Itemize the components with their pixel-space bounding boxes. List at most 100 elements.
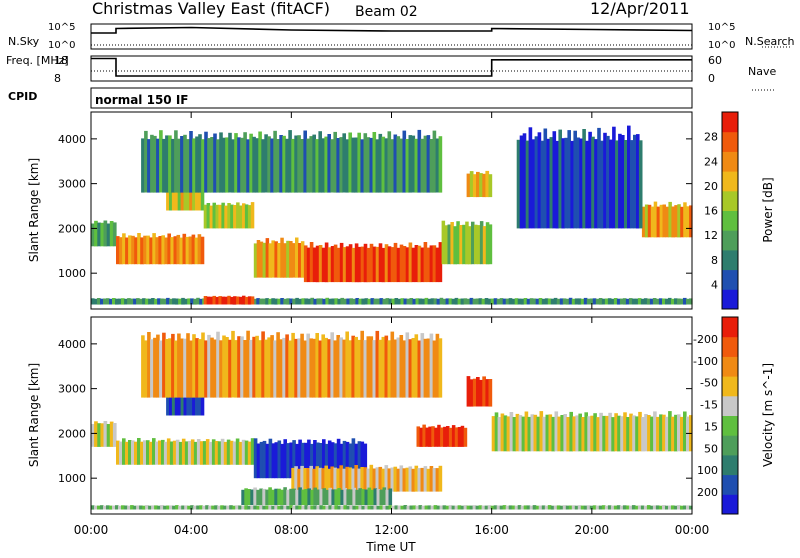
echo-cell <box>555 140 560 229</box>
echo-cell <box>355 489 359 505</box>
echo-cell <box>100 298 104 305</box>
echo-cell <box>490 298 495 305</box>
echo-cell <box>623 412 627 452</box>
echo-cell <box>343 505 347 510</box>
echo-cell <box>680 416 684 452</box>
echo-cell <box>247 441 252 465</box>
echo-cell <box>190 505 194 510</box>
echo-cell <box>253 487 257 506</box>
echo-cell <box>373 298 378 305</box>
echo-cell <box>164 237 168 265</box>
echo-cell <box>366 247 371 283</box>
echo-cell <box>256 505 260 510</box>
echo-cell <box>471 221 475 265</box>
echo-cell <box>216 331 220 398</box>
colorbar-tick-label: 12 <box>704 229 718 242</box>
echo-cell <box>183 191 187 211</box>
echo-cell <box>238 441 243 465</box>
echo-cell <box>227 203 231 229</box>
echo-cell <box>622 505 627 510</box>
echo-cell <box>106 298 110 305</box>
echo-cell <box>327 339 331 398</box>
echo-cell <box>201 139 205 193</box>
echo-cell <box>244 296 249 305</box>
echo-cell <box>106 223 111 247</box>
echo-cell <box>370 505 375 510</box>
echo-cell <box>249 133 253 193</box>
echo-cell <box>616 505 621 510</box>
echo-cell <box>236 202 240 229</box>
echo-cell <box>390 139 395 193</box>
echo-cell <box>217 441 222 465</box>
echo-cell <box>348 467 352 492</box>
echo-cell <box>378 243 383 283</box>
echo-cell <box>482 173 486 198</box>
echo-cell <box>627 125 631 229</box>
echo-cell <box>197 191 202 211</box>
echo-cell <box>333 131 337 193</box>
echo-cell <box>259 488 263 506</box>
colorbar-swatch <box>722 317 738 338</box>
echo-cell <box>349 489 353 506</box>
echo-cell <box>106 505 110 510</box>
echo-cell <box>445 298 450 305</box>
echo-cell <box>382 298 387 305</box>
echo-cell <box>511 505 516 510</box>
echo-cell <box>262 488 266 506</box>
echo-cell <box>586 505 591 510</box>
echo-cell <box>349 298 353 305</box>
echo-cell <box>426 468 431 492</box>
echo-cell <box>543 128 548 229</box>
echo-cell <box>393 134 398 193</box>
echo-cell <box>319 505 323 510</box>
echo-cell <box>166 297 170 305</box>
echo-cell <box>324 136 328 193</box>
echo-cell <box>271 240 275 278</box>
velocity-ylabel: Slant Range [km] <box>27 363 41 467</box>
echo-cell <box>276 139 280 193</box>
echo-cell <box>122 438 126 465</box>
echo-cell <box>436 298 441 305</box>
echo-cell <box>523 298 528 305</box>
echo-cell <box>360 139 364 193</box>
echo-cell <box>613 505 618 510</box>
echo-cell <box>502 505 507 510</box>
echo-cell <box>581 417 585 452</box>
echo-cell <box>333 443 338 479</box>
echo-cell <box>238 505 242 510</box>
echo-cell <box>479 173 483 197</box>
noise-panel-frame <box>90 23 693 50</box>
echo-cell <box>547 298 552 305</box>
echo-cell <box>207 138 211 193</box>
echo-cell <box>416 426 420 447</box>
freq-left-tick-bottom: 8 <box>54 72 61 85</box>
echo-cell <box>487 298 492 305</box>
echo-cell <box>161 235 165 265</box>
echo-cell <box>256 443 261 479</box>
echo-cell <box>94 220 98 247</box>
echo-cell <box>170 237 174 265</box>
echo-cell <box>628 298 633 305</box>
colorbar-tick-label: 20 <box>704 180 718 193</box>
colorbar-swatch <box>722 112 738 133</box>
echo-cell <box>143 235 147 265</box>
echo-cell <box>408 135 413 193</box>
echo-cell <box>173 236 178 265</box>
echo-cell <box>402 468 407 492</box>
echo-cell <box>315 139 319 193</box>
echo-cell <box>479 221 484 265</box>
echo-cell <box>306 333 310 398</box>
echo-cell <box>565 298 570 305</box>
echo-cell <box>313 440 317 479</box>
echo-cell <box>265 505 269 510</box>
echo-cell <box>611 417 615 452</box>
echo-cell <box>247 296 252 305</box>
echo-cell <box>443 426 447 447</box>
echo-cell <box>565 505 570 510</box>
echo-cell <box>435 333 440 398</box>
echo-cell <box>508 505 513 510</box>
echo-cell <box>136 298 140 305</box>
echo-cell <box>237 336 241 398</box>
echo-cell <box>313 487 317 505</box>
echo-cell <box>530 414 535 452</box>
